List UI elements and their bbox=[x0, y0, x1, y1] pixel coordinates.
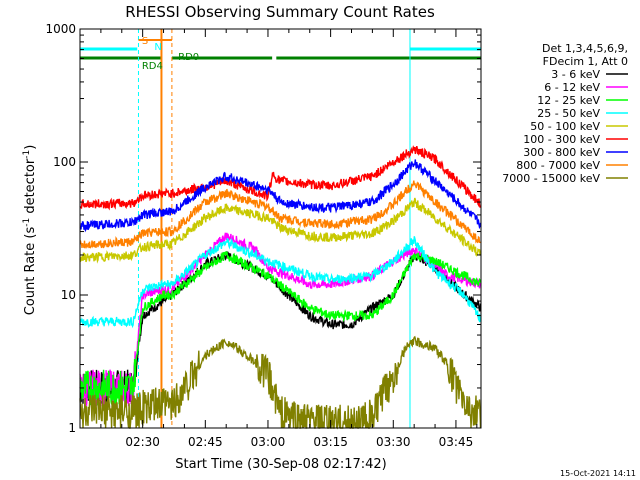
legend-label-6: 300 - 800 keV bbox=[523, 146, 600, 159]
legend-label-3: 25 - 50 keV bbox=[537, 107, 600, 120]
x-tick-label-0: 02:30 bbox=[125, 435, 160, 449]
y-tick-label-1: 10 bbox=[61, 288, 76, 302]
x-tick-label-1: 02:45 bbox=[188, 435, 223, 449]
series-layer bbox=[79, 145, 482, 430]
y-axis-label-sup1: -1 bbox=[22, 218, 32, 227]
series-line-1 bbox=[79, 232, 482, 407]
legend-label-1: 6 - 12 keV bbox=[544, 81, 600, 94]
legend: Det 1,3,4,5,6,9,FDecim 1, Att 03 - 6 keV… bbox=[502, 42, 628, 185]
legend-label-2: 12 - 25 keV bbox=[537, 94, 600, 107]
chart-title: RHESSI Observing Summary Count Rates bbox=[125, 3, 435, 21]
x-tick-label-2: 03:00 bbox=[251, 435, 286, 449]
y-tick-label-2: 100 bbox=[53, 155, 76, 169]
y-tick-label-3: 1000 bbox=[45, 22, 76, 36]
y-axis-label-mid: detector bbox=[23, 158, 38, 218]
series-line-4 bbox=[79, 197, 482, 264]
series-line-7 bbox=[79, 180, 481, 249]
legend-label-4: 50 - 100 keV bbox=[530, 120, 600, 133]
y-axis-label-end: ) bbox=[23, 145, 38, 150]
series-line-3 bbox=[79, 236, 482, 329]
y-axis-label: Count Rate (s-1 detector-1) bbox=[22, 145, 38, 316]
s-label: S bbox=[142, 36, 148, 47]
y-tick-label-0: 1 bbox=[68, 421, 76, 435]
footer-date: 15-Oct-2021 14:11 bbox=[560, 469, 636, 478]
x-tick-label-3: 03:15 bbox=[313, 435, 348, 449]
series-line-5 bbox=[79, 145, 482, 211]
legend-label-8: 7000 - 15000 keV bbox=[502, 172, 600, 185]
legend-label-5: 100 - 300 keV bbox=[523, 133, 600, 146]
legend-label-0: 3 - 6 keV bbox=[551, 68, 600, 81]
rd4-label: RD4 bbox=[142, 61, 163, 72]
x-axis-label: Start Time (30-Sep-08 02:17:42) bbox=[175, 457, 386, 472]
legend-header-0: Det 1,3,4,5,6,9, bbox=[542, 42, 628, 55]
x-tick-label-5: 03:45 bbox=[439, 435, 474, 449]
axes-layer: 1 10 100 1000 02:30 02:45 03:00 03:15 03:30 03:45 bbox=[45, 22, 482, 449]
series-line-2 bbox=[79, 250, 482, 407]
plot-frame bbox=[79, 28, 482, 429]
rd0-label: RD0 bbox=[178, 52, 199, 63]
series-line-6 bbox=[79, 159, 482, 233]
y-axis-label-sup2: -1 bbox=[22, 150, 32, 159]
y-axis-label-main: Count Rate (s bbox=[23, 227, 38, 316]
legend-label-7: 800 - 7000 keV bbox=[516, 159, 600, 172]
n-label: N bbox=[154, 42, 161, 53]
series-line-8 bbox=[79, 335, 482, 430]
x-tick-label-4: 03:30 bbox=[376, 435, 411, 449]
legend-header-1: FDecim 1, Att 0 bbox=[543, 55, 628, 68]
